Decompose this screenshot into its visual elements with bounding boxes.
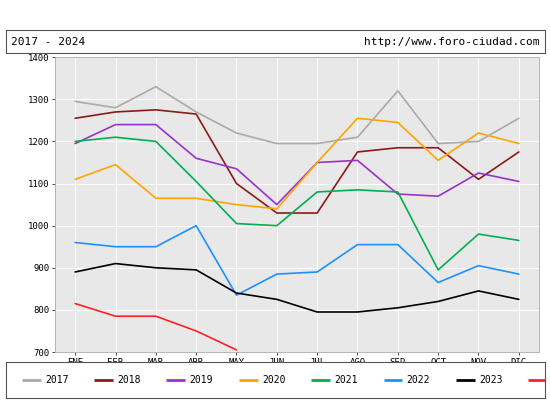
Text: 2020: 2020 [262, 375, 285, 385]
Text: 2022: 2022 [407, 375, 430, 385]
Text: 2019: 2019 [190, 375, 213, 385]
Text: 2021: 2021 [334, 375, 358, 385]
Text: 2023: 2023 [479, 375, 503, 385]
Text: 2018: 2018 [117, 375, 141, 385]
Text: http://www.foro-ciudad.com: http://www.foro-ciudad.com [364, 37, 539, 47]
Text: 2017 - 2024: 2017 - 2024 [11, 37, 85, 47]
Text: 2017: 2017 [45, 375, 68, 385]
Text: Evolucion del paro registrado en Mula: Evolucion del paro registrado en Mula [113, 8, 437, 22]
